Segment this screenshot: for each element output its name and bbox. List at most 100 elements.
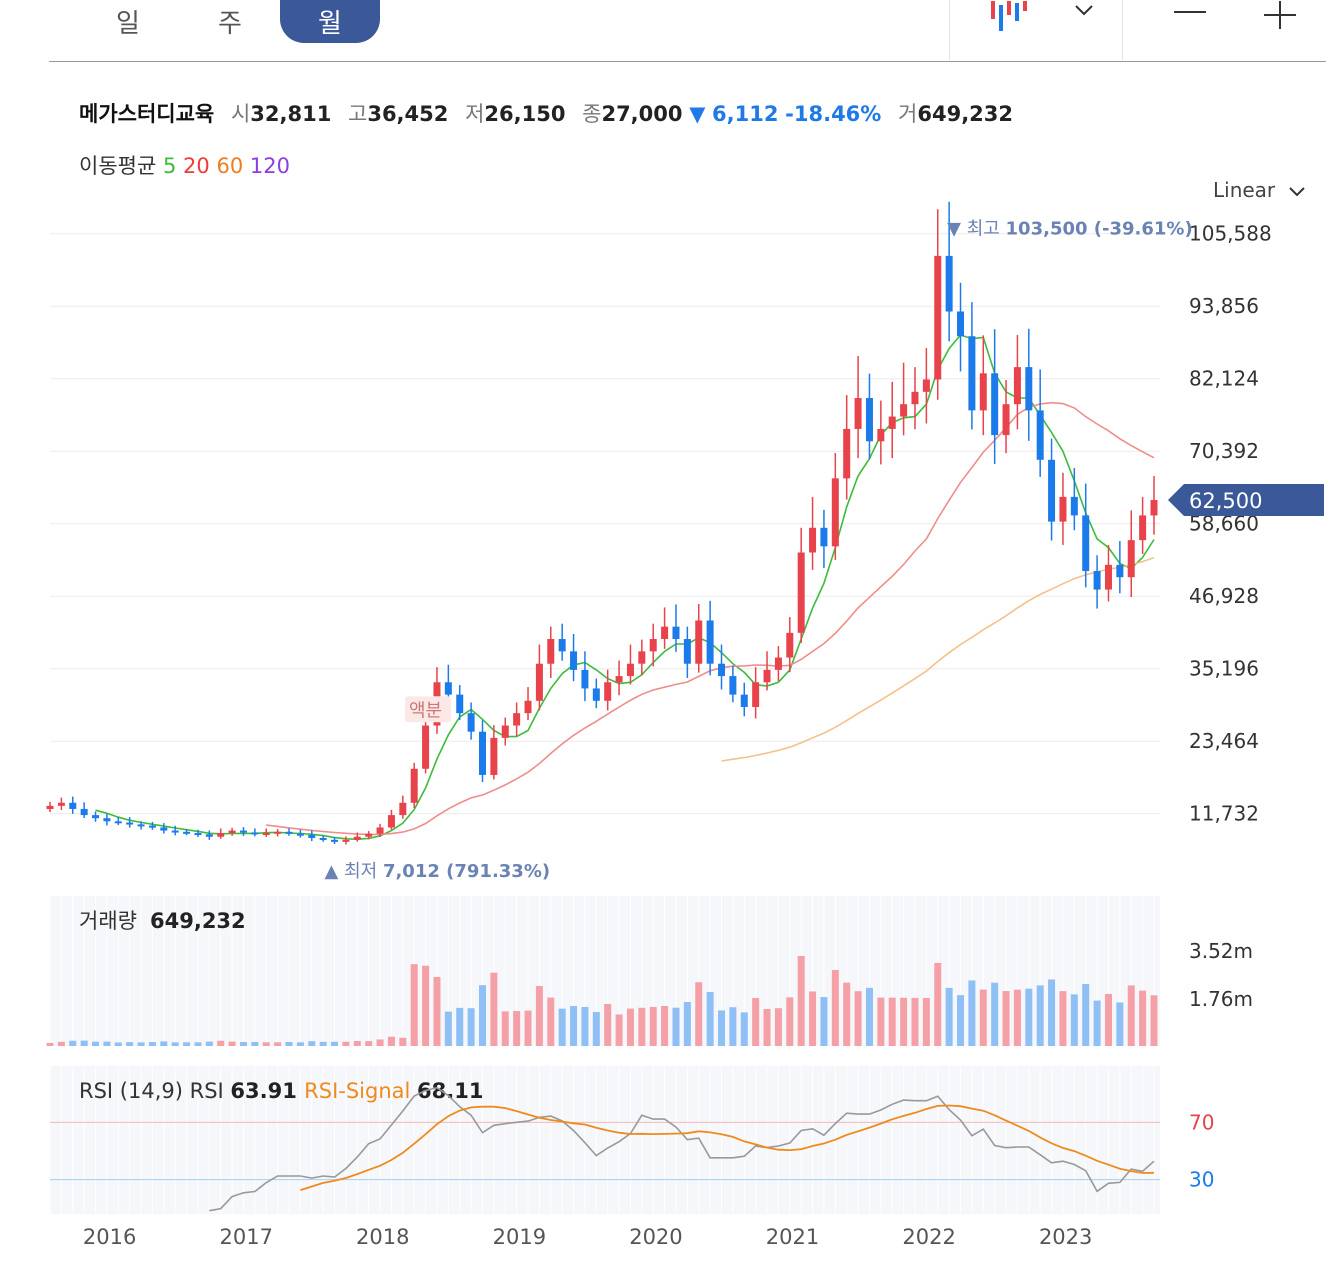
candle-body — [661, 626, 669, 640]
candle-body — [285, 831, 293, 834]
candle-body — [205, 834, 213, 837]
x-tick-label: 2023 — [1039, 1225, 1092, 1249]
volume-bar — [148, 1042, 156, 1046]
candle-body — [649, 639, 657, 652]
candle-body — [183, 831, 191, 834]
volume-bar — [979, 989, 987, 1046]
volume-bar — [558, 1008, 566, 1046]
price-axis: 105,588 93,856 82,124 70,392 58,660 46,928 35,… — [1189, 222, 1272, 826]
rsi-signal-line — [300, 1104, 1155, 1191]
candle-body — [979, 373, 987, 411]
rsi-panel: 70 30 RSI (14,9) RSI 63.91 RSI-Signal 68.1… — [49, 1066, 1214, 1214]
volume-bar — [103, 1041, 111, 1046]
rsi-line — [209, 1086, 1155, 1212]
price-tick-label: 58,660 — [1189, 512, 1259, 536]
ma-label: 이동평균 — [79, 154, 157, 178]
volume-bar — [387, 1036, 395, 1046]
volume-bar — [376, 1039, 384, 1046]
volume-bar — [342, 1041, 350, 1046]
chevron-down-icon — [1075, 5, 1093, 16]
volume-bar — [604, 1004, 612, 1046]
volume-bar — [820, 997, 828, 1046]
volume-bar — [683, 1002, 691, 1046]
ma-60[interactable]: 60 — [216, 154, 244, 178]
ma-20[interactable]: 20 — [183, 154, 210, 178]
candle-body — [1150, 499, 1158, 516]
candle-body — [968, 336, 976, 411]
volume-bar — [296, 1042, 304, 1046]
scale-selector[interactable]: Linear — [1213, 178, 1306, 202]
candle-body — [945, 255, 953, 312]
candle-body — [1093, 571, 1101, 590]
candle-body — [991, 373, 999, 436]
candle-body — [524, 700, 532, 714]
candle-body — [831, 478, 839, 547]
volume-bar — [1048, 979, 1056, 1046]
candle-body — [103, 818, 111, 822]
volume-bar — [251, 1041, 259, 1046]
volume-bar — [1036, 985, 1044, 1046]
volume-bar — [1070, 994, 1078, 1046]
volume-bar — [535, 986, 543, 1046]
candle-body — [683, 639, 691, 664]
tab-month[interactable]: 월 — [280, 0, 380, 43]
volume-bar — [922, 998, 930, 1046]
volume-bar — [399, 1037, 407, 1046]
volume-bar — [319, 1041, 327, 1046]
candle-body — [718, 663, 726, 677]
rsi-panel-bg — [50, 1066, 1160, 1214]
candle-body — [900, 404, 908, 417]
rsi-signal-label: RSI-Signal — [304, 1079, 417, 1103]
tab-day[interactable]: 일 — [116, 9, 140, 39]
volume-bar — [888, 997, 896, 1046]
chart-type-dropdown[interactable] — [1068, 0, 1100, 20]
zoom-out-button[interactable] — [1168, 0, 1212, 24]
volume-bar — [672, 1007, 680, 1046]
volume-bar — [945, 987, 953, 1046]
volume-bar — [490, 972, 498, 1046]
rsi-level-30: 30 — [1189, 1168, 1214, 1192]
volume-bar — [547, 997, 555, 1046]
volume-bar — [877, 997, 885, 1046]
candle-body — [478, 731, 486, 775]
candle-body — [126, 822, 134, 825]
candle-body — [581, 669, 589, 689]
volume-bar — [615, 1014, 623, 1046]
volume-panel-bg — [50, 896, 1160, 1046]
candle-body — [888, 416, 896, 429]
candle-body — [251, 832, 259, 835]
ma5-line — [95, 334, 1155, 841]
volume-bar — [92, 1041, 100, 1046]
x-tick-label: 2020 — [629, 1225, 682, 1249]
ma-5[interactable]: 5 — [162, 154, 177, 178]
rsi-signal-value: 68.11 — [417, 1079, 483, 1103]
ma-120[interactable]: 120 — [249, 154, 290, 178]
volume-bar — [1093, 1000, 1101, 1046]
high-value: 36,452 — [367, 102, 449, 126]
candle-body — [331, 839, 339, 842]
candle-body — [490, 737, 498, 775]
volume-bar — [114, 1042, 122, 1046]
volume-bar — [1002, 991, 1010, 1046]
volume-bar — [843, 982, 851, 1046]
candle-body — [410, 768, 418, 803]
chart-type-button[interactable] — [982, 0, 1038, 36]
candle-body — [672, 626, 680, 640]
tab-week[interactable]: 주 — [218, 9, 242, 39]
candle-body — [456, 694, 464, 714]
volume-bar — [763, 1008, 771, 1046]
candle-body — [1002, 404, 1010, 436]
volume-bar — [968, 980, 976, 1046]
candle-body — [638, 651, 646, 664]
volume-bar — [433, 976, 441, 1046]
volume-bar — [239, 1042, 247, 1046]
candle-body — [308, 834, 316, 838]
volume-bar — [126, 1042, 134, 1046]
candle-body — [1070, 496, 1078, 516]
volume-bar — [80, 1040, 88, 1046]
candle-body — [934, 255, 942, 380]
volume-tick-label: 1.76m — [1189, 987, 1253, 1011]
zoom-in-button[interactable] — [1258, 0, 1302, 32]
x-tick-label: 2018 — [356, 1225, 409, 1249]
candle-body — [422, 725, 430, 769]
